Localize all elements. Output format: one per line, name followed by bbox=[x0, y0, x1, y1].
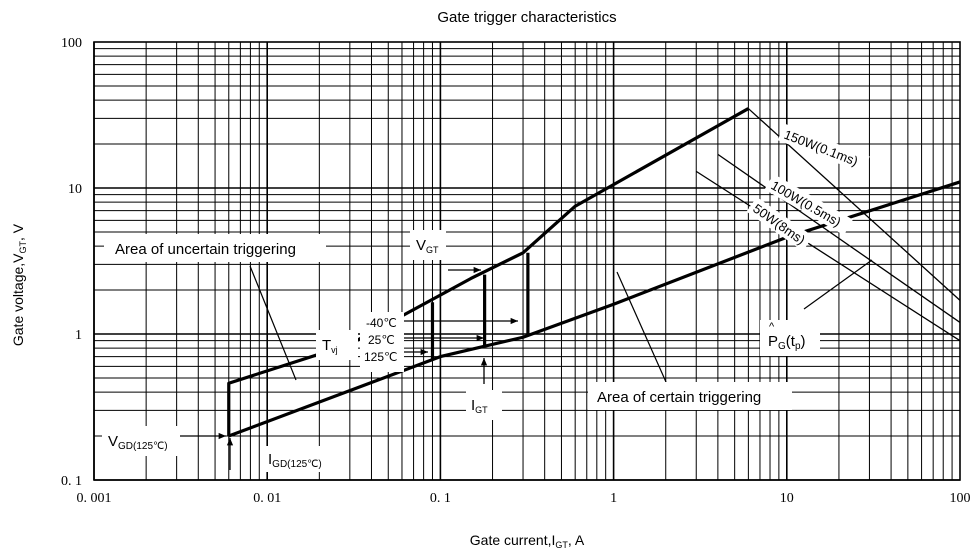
boundary-line bbox=[228, 180, 961, 438]
pointer-leader-line bbox=[249, 265, 297, 381]
temp-labels-bg bbox=[360, 312, 404, 372]
pointer-arrow-head bbox=[473, 266, 481, 274]
power-line-label-bg bbox=[746, 196, 814, 252]
igt-label: IGT bbox=[471, 397, 488, 415]
boundary-line bbox=[227, 107, 750, 437]
tvj-label-bg bbox=[316, 330, 358, 360]
pointer-arrow-head bbox=[420, 348, 428, 356]
boundary-lines bbox=[227, 107, 961, 438]
x-tick-label: 10 bbox=[780, 491, 794, 506]
power-line bbox=[695, 170, 961, 342]
power-line-label-bg bbox=[777, 123, 870, 174]
uncertain-label: Area of uncertain triggering bbox=[115, 241, 296, 258]
y-tick-label: 100 bbox=[61, 36, 82, 51]
pg-label-bg bbox=[760, 320, 820, 356]
igt-label-bg bbox=[466, 390, 502, 420]
power-line bbox=[717, 153, 961, 323]
pointer-arrow-head bbox=[510, 317, 518, 325]
pointer-arrow-head bbox=[480, 358, 488, 366]
temp-label-25: 25℃ bbox=[368, 333, 395, 347]
pointer-leader-line bbox=[616, 271, 667, 383]
x-axis-label: Gate current,IGT, A bbox=[470, 532, 585, 550]
y-tick-label: 1 bbox=[75, 328, 82, 343]
pointer-leader-line bbox=[803, 259, 873, 310]
vgd-label: VGD(125℃) bbox=[108, 433, 168, 452]
temp-label-125: 125℃ bbox=[364, 350, 398, 364]
temp-label-minus40: -40℃ bbox=[366, 316, 397, 330]
certain-label: Area of certain triggering bbox=[597, 389, 761, 406]
x-tick-label: 1 bbox=[610, 491, 617, 506]
igd-label-bg bbox=[262, 446, 332, 472]
vgt-label: VGT bbox=[416, 237, 439, 255]
power-line-label: 150W(0.1ms) bbox=[782, 127, 860, 169]
annotations: Area of uncertain triggering Area of cer… bbox=[102, 230, 820, 472]
tick-labels: 0. 001 0. 01 0. 1 1 10 100 0. 1 1 10 100 bbox=[61, 36, 971, 506]
x-tick-label: 0. 1 bbox=[430, 491, 451, 506]
certain-label-bg bbox=[588, 382, 792, 410]
pointer-arrow-head bbox=[226, 438, 234, 446]
pointer-arrow-head bbox=[218, 432, 226, 440]
igd-label: IGD(125℃) bbox=[268, 451, 322, 470]
vgd-label-bg bbox=[102, 426, 180, 456]
x-tick-label: 100 bbox=[950, 491, 971, 506]
pg-hat: ^ bbox=[769, 321, 775, 333]
plot-frame bbox=[93, 41, 961, 481]
pg-label: PG(tp) bbox=[768, 333, 806, 352]
grid bbox=[93, 41, 961, 481]
vgt-label-bg bbox=[410, 230, 446, 260]
y-axis-label: Gate voltage,VGT, V bbox=[10, 223, 28, 346]
pointer-lines bbox=[180, 259, 873, 470]
x-tick-label: 0. 01 bbox=[253, 491, 281, 506]
tvj-label: Tvj bbox=[322, 337, 338, 355]
chart-title: Gate trigger characteristics bbox=[437, 9, 616, 26]
power-line-label-bg bbox=[764, 173, 853, 236]
x-tick-label: 0. 001 bbox=[77, 491, 112, 506]
y-tick-label: 0. 1 bbox=[61, 474, 82, 489]
y-tick-label: 10 bbox=[68, 182, 82, 197]
pointer-arrow-head bbox=[476, 334, 484, 342]
uncertain-label-bg bbox=[104, 234, 326, 262]
